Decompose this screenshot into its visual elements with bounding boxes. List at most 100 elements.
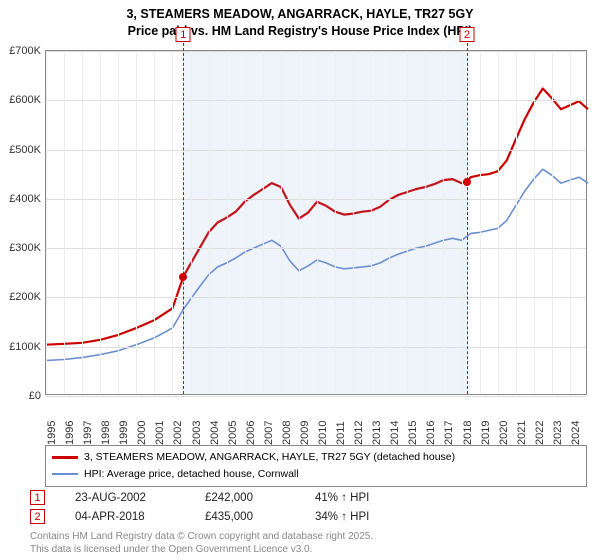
x-gridline [425,51,426,394]
x-tick-label: 2006 [245,421,257,445]
sale-price: £435,000 [205,511,285,523]
x-gridline [281,51,282,394]
legend-swatch-1 [52,456,78,459]
legend-label-1: 3, STEAMERS MEADOW, ANGARRACK, HAYLE, TR… [84,449,455,466]
x-gridline [443,51,444,394]
x-gridline [191,51,192,394]
x-gridline [118,51,119,394]
x-tick-label: 2009 [299,421,311,445]
x-gridline [371,51,372,394]
title-block: 3, STEAMERS MEADOW, ANGARRACK, HAYLE, TR… [0,0,600,40]
sale-marker-box: 2 [459,27,474,42]
y-gridline [46,396,586,397]
title-line-1: 3, STEAMERS MEADOW, ANGARRACK, HAYLE, TR… [0,6,600,23]
x-tick-label: 2001 [154,421,166,445]
x-tick-label: 2012 [353,421,365,445]
x-gridline [46,51,47,394]
y-gridline [46,347,586,348]
x-tick-label: 2011 [335,421,347,445]
sale-marker-box: 1 [176,27,191,42]
x-gridline [245,51,246,394]
sale-pct: 41% ↑ HPI [315,492,415,504]
footer: Contains HM Land Registry data © Crown c… [30,530,373,556]
y-gridline [46,248,586,249]
x-gridline [570,51,571,394]
x-gridline [154,51,155,394]
sale-price: £242,000 [205,492,285,504]
x-gridline [172,51,173,394]
title-line-2: Price paid vs. HM Land Registry's House … [0,23,600,40]
x-gridline [516,51,517,394]
y-tick-label: £400K [1,193,41,205]
x-gridline [335,51,336,394]
x-tick-label: 2023 [552,421,564,445]
legend: 3, STEAMERS MEADOW, ANGARRACK, HAYLE, TR… [45,445,587,487]
y-gridline [46,100,586,101]
x-tick-label: 2010 [317,421,329,445]
x-tick-label: 2024 [570,421,582,445]
x-tick-label: 2022 [534,421,546,445]
y-tick-label: £600K [1,94,41,106]
sale-pct: 34% ↑ HPI [315,511,415,523]
x-tick-label: 2013 [371,421,383,445]
x-gridline [462,51,463,394]
x-tick-label: 2020 [498,421,510,445]
x-gridline [100,51,101,394]
sale-marker-line [183,43,184,394]
x-tick-label: 2000 [136,421,148,445]
x-gridline [136,51,137,394]
x-gridline [209,51,210,394]
y-tick-label: £500K [1,144,41,156]
x-tick-label: 1998 [100,421,112,445]
sale-marker-dot [179,273,187,281]
x-gridline [407,51,408,394]
x-tick-label: 2021 [516,421,528,445]
chart-plot-area: £0£100K£200K£300K£400K£500K£600K£700K199… [45,50,587,395]
x-tick-label: 2003 [191,421,203,445]
x-tick-label: 2018 [462,421,474,445]
x-tick-label: 2015 [407,421,419,445]
y-tick-label: £300K [1,242,41,254]
x-gridline [82,51,83,394]
sale-date: 23-AUG-2002 [75,492,175,504]
x-tick-label: 2005 [227,421,239,445]
x-gridline [498,51,499,394]
legend-row-2: HPI: Average price, detached house, Corn… [52,466,580,483]
sale-num-box: 1 [30,490,45,505]
y-tick-label: £100K [1,341,41,353]
x-tick-label: 1999 [118,421,130,445]
y-gridline [46,150,586,151]
footer-line-1: Contains HM Land Registry data © Crown c… [30,530,373,543]
chart-container: 3, STEAMERS MEADOW, ANGARRACK, HAYLE, TR… [0,0,600,560]
x-tick-label: 2002 [172,421,184,445]
x-tick-label: 2017 [443,421,455,445]
x-gridline [534,51,535,394]
sale-row: 1 23-AUG-2002 £242,000 41% ↑ HPI [30,490,415,505]
x-gridline [480,51,481,394]
x-gridline [227,51,228,394]
sale-num-box: 2 [30,509,45,524]
x-gridline [299,51,300,394]
legend-row-1: 3, STEAMERS MEADOW, ANGARRACK, HAYLE, TR… [52,449,580,466]
legend-swatch-2 [52,473,78,475]
x-tick-label: 1997 [82,421,94,445]
x-tick-label: 2007 [263,421,275,445]
x-gridline [353,51,354,394]
sale-date: 04-APR-2018 [75,511,175,523]
sales-table: 1 23-AUG-2002 £242,000 41% ↑ HPI 2 04-APR-201… [30,490,415,528]
x-gridline [317,51,318,394]
y-gridline [46,51,586,52]
legend-label-2: HPI: Average price, detached house, Corn… [84,466,299,483]
x-tick-label: 2014 [389,421,401,445]
sale-marker-dot [463,178,471,186]
x-tick-label: 1996 [64,421,76,445]
y-gridline [46,297,586,298]
x-tick-label: 2016 [425,421,437,445]
x-tick-label: 1995 [46,421,58,445]
x-tick-label: 2019 [480,421,492,445]
y-tick-label: £700K [1,45,41,57]
y-gridline [46,199,586,200]
y-tick-label: £0 [1,390,41,402]
x-tick-label: 2004 [209,421,221,445]
sale-row: 2 04-APR-2018 £435,000 34% ↑ HPI [30,509,415,524]
